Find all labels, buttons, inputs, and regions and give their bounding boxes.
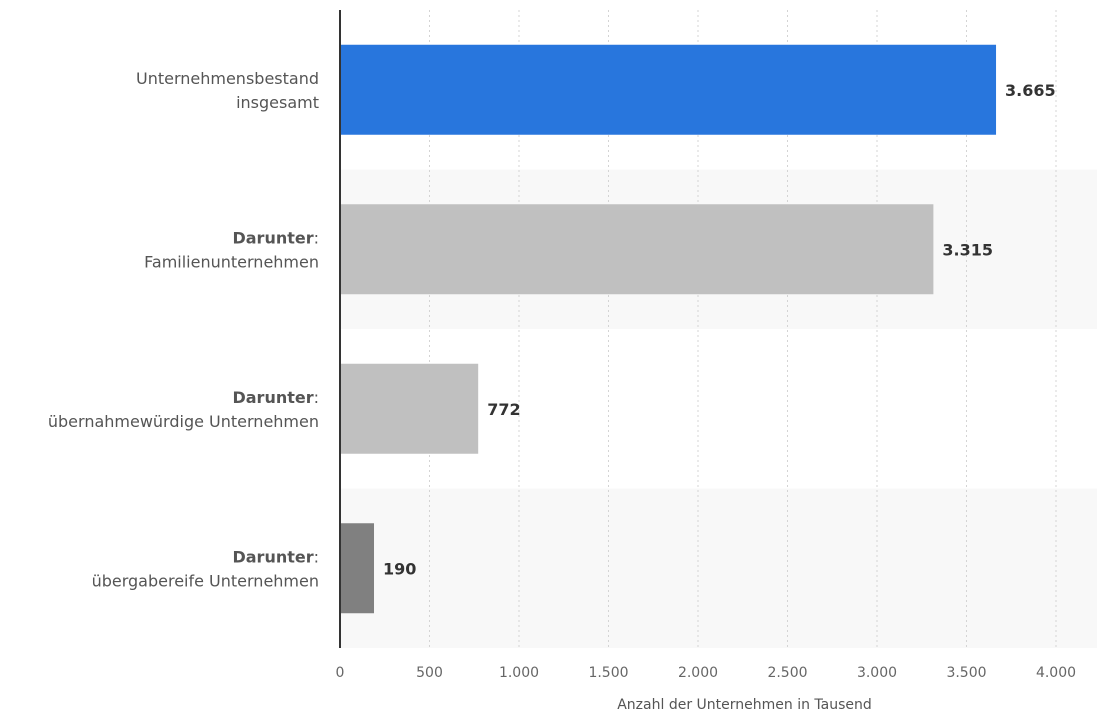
row-band (340, 488, 1097, 648)
x-axis-tick-labels: 0 500 1.000 1.500 2.000 2.500 3.000 3.500 4.000 (336, 665, 1077, 681)
data-label: 3.315 (942, 240, 993, 259)
x-tick-label: 2.500 (767, 665, 807, 681)
data-label: 772 (487, 400, 520, 419)
data-label: 3.665 (1005, 81, 1056, 100)
bars (340, 44, 997, 614)
x-axis-title: Anzahl der Unternehmen in Tausend (617, 697, 872, 713)
value-labels: 3.665 3.315 772 190 (383, 81, 1056, 579)
x-tick-label: 4.000 (1036, 665, 1076, 681)
data-label: 190 (383, 559, 416, 578)
category-labels: Unternehmensbestand insgesamt Darunter: Fam… (48, 69, 319, 591)
category-label: Darunter: übergabereife Unternehmen (92, 547, 319, 590)
x-tick-label: 3.000 (857, 665, 897, 681)
bar (340, 204, 934, 295)
bar (340, 44, 997, 135)
category-label: Unternehmensbestand insgesamt (136, 69, 319, 112)
bar (340, 523, 375, 614)
x-tick-label: 2.000 (678, 665, 718, 681)
x-tick-label: 1.500 (588, 665, 628, 681)
alternating-row-bands (340, 169, 1097, 648)
category-label: Darunter: Familienunternehmen (144, 228, 319, 271)
x-tick-label: 0 (336, 665, 345, 681)
bar (340, 363, 479, 454)
category-label: Darunter: übernahmewürdige Unternehmen (48, 388, 319, 431)
x-tick-label: 1.000 (499, 665, 539, 681)
x-tick-label: 500 (416, 665, 443, 681)
x-tick-label: 3.500 (946, 665, 986, 681)
